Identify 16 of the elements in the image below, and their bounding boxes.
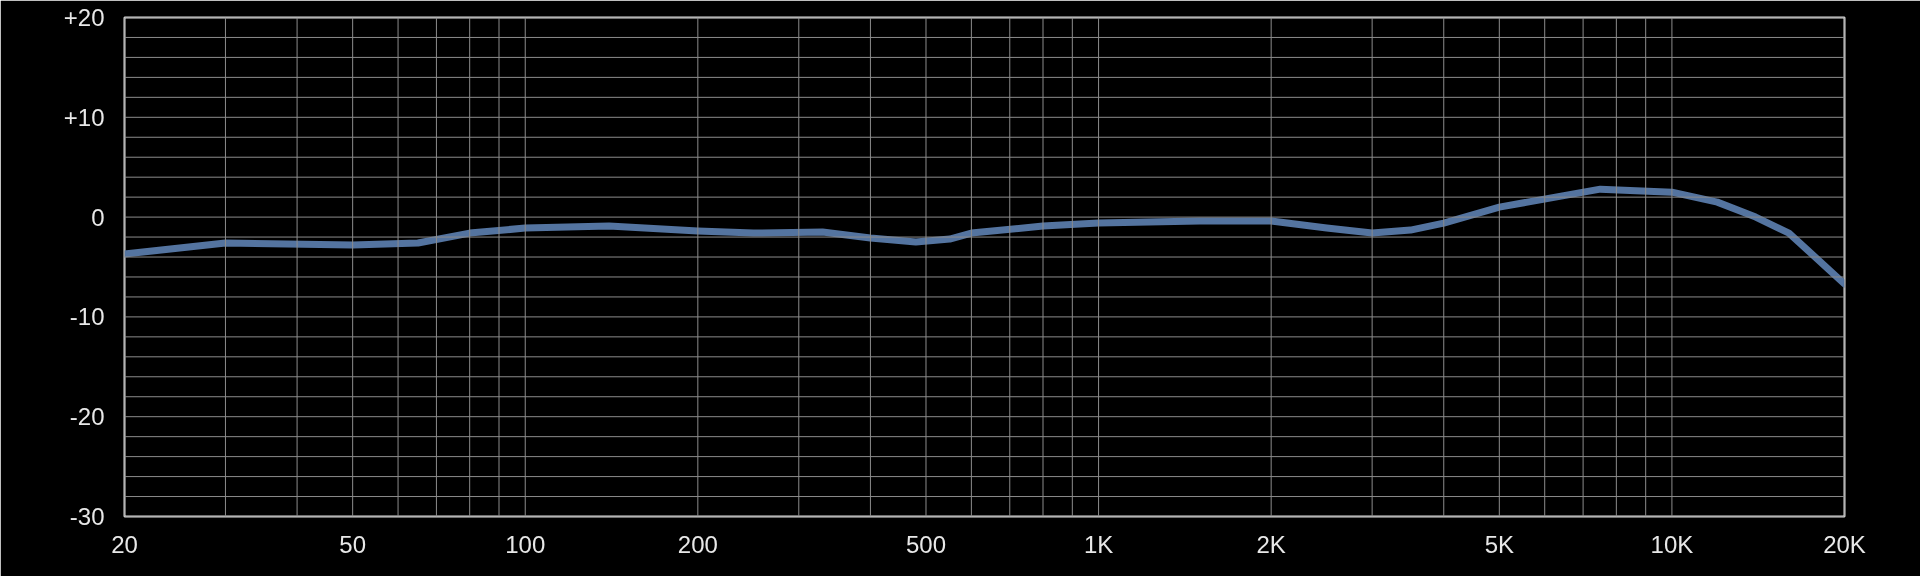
y-tick-label: +20: [63, 4, 105, 31]
x-tick-label: 1K: [1083, 530, 1114, 558]
x-tick-label: 200: [677, 530, 718, 558]
x-tick-label: 100: [505, 530, 546, 558]
y-tick-label: 0: [91, 203, 105, 231]
y-tick-label: -30: [69, 503, 105, 530]
x-tick-label: 10K: [1650, 530, 1694, 558]
x-tick-label: 2K: [1256, 530, 1286, 558]
y-tick-label: -10: [69, 303, 105, 331]
x-tick-label: 5K: [1484, 530, 1514, 558]
x-tick-label: 20: [111, 530, 138, 558]
y-tick-label: -20: [69, 403, 105, 431]
x-tick-label: 500: [905, 530, 947, 558]
x-tick-label: 50: [339, 530, 367, 558]
y-tick-label: +10: [63, 103, 105, 131]
x-tick-label: 20K: [1823, 530, 1866, 558]
